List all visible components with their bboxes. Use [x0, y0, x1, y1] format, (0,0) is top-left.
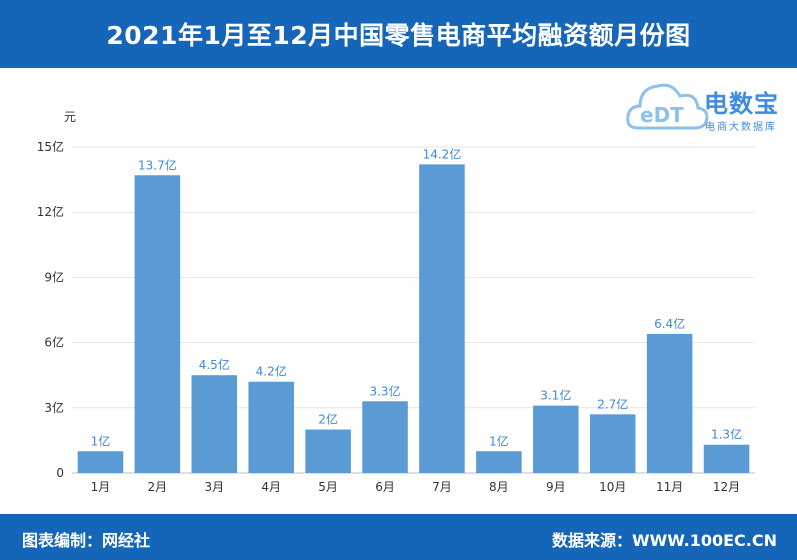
- y-tick-label: 3亿: [44, 400, 64, 415]
- y-tick-label: 9亿: [44, 269, 64, 284]
- x-tick-label: 7月: [432, 480, 452, 494]
- y-axis-unit: 元: [64, 110, 77, 124]
- x-tick-label: 8月: [489, 480, 509, 494]
- y-tick-label: 6亿: [44, 335, 64, 350]
- logo-mark: eDT: [640, 103, 684, 127]
- x-tick-label: 3月: [204, 480, 224, 494]
- bar: [134, 175, 181, 473]
- data-label: 3.1亿: [540, 388, 571, 403]
- logo-name: 电数宝: [704, 90, 779, 118]
- x-tick-label: 11月: [656, 480, 683, 494]
- x-tick-label: 10月: [599, 480, 626, 494]
- bar: [191, 375, 238, 473]
- bar: [589, 414, 636, 473]
- data-label: 1.3亿: [711, 427, 742, 442]
- x-tick-label: 6月: [375, 480, 395, 494]
- x-tick-label: 1月: [91, 480, 111, 494]
- bar: [703, 444, 750, 473]
- data-label: 4.5亿: [199, 357, 230, 372]
- data-label: 4.2亿: [256, 364, 287, 379]
- data-label: 1亿: [91, 433, 111, 448]
- y-tick-label: 15亿: [37, 139, 64, 154]
- bar: [305, 429, 351, 473]
- x-tick-label: 9月: [546, 480, 566, 494]
- x-tick-label: 4月: [261, 480, 281, 494]
- data-label: 2.7亿: [597, 396, 628, 411]
- bar: [248, 381, 294, 473]
- y-tick-label: 12亿: [37, 204, 64, 219]
- footer-source: 数据来源：WWW.100EC.CN: [551, 531, 777, 550]
- footer-bar: 图表编制：网经社 数据来源：WWW.100EC.CN: [0, 514, 797, 560]
- bar: [533, 405, 579, 473]
- x-tick-label: 12月: [713, 480, 740, 494]
- bar: [476, 451, 522, 473]
- bar: [419, 164, 465, 474]
- bar: [77, 451, 124, 473]
- data-label: 1亿: [489, 433, 509, 448]
- cloud-logo-icon: eDT: [626, 83, 709, 130]
- footer-credit: 图表编制：网经社: [22, 531, 151, 550]
- x-tick-label: 5月: [318, 480, 338, 494]
- data-label: 14.2亿: [423, 146, 462, 161]
- bar-chart: 0 3亿 6亿 9亿 12亿 15亿 1亿 1月 13.7亿 2月 4.5亿 3月 4.2亿 4月 2亿 5月…: [37, 139, 755, 494]
- data-label: 2亿: [318, 412, 338, 427]
- page-title: 2021年1月至12月中国零售电商平均融资额月份图: [0, 0, 797, 68]
- x-tick-label: 2月: [148, 480, 168, 494]
- y-tick-label: 0: [56, 466, 64, 480]
- logo-subtitle: 电商大数据库: [705, 122, 777, 133]
- data-label: 3.3亿: [369, 383, 400, 398]
- bar: [362, 401, 408, 473]
- data-label: 13.7亿: [138, 157, 177, 172]
- data-label: 6.4亿: [654, 316, 685, 331]
- bar: [646, 333, 693, 473]
